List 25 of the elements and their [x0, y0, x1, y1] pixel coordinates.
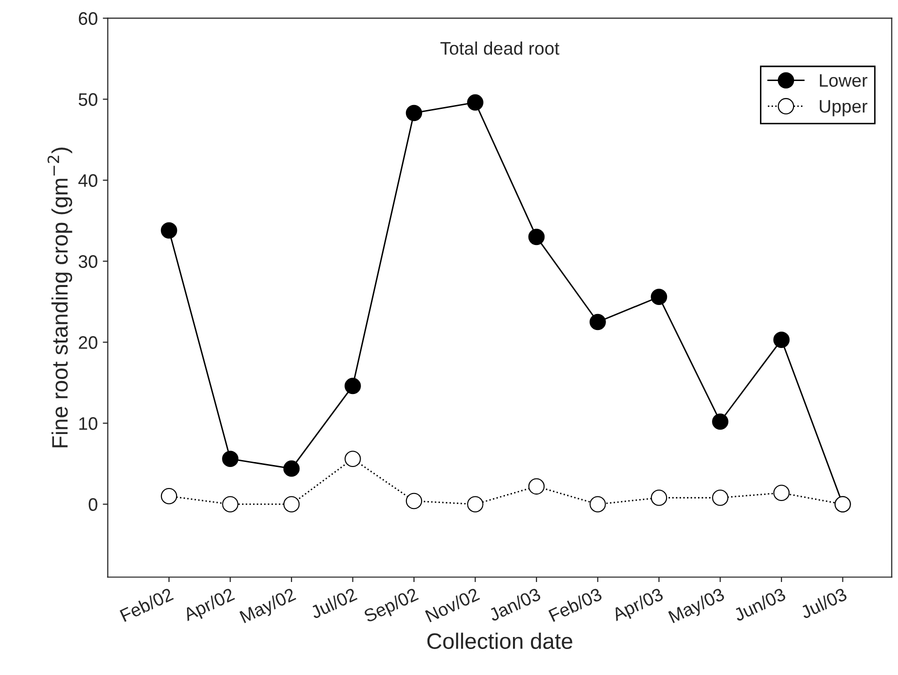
x-tick-label: Jul/03: [799, 587, 848, 620]
point: [590, 314, 606, 330]
y-tick-label: 50: [78, 93, 98, 106]
point: [283, 460, 300, 477]
point: [406, 104, 422, 122]
y-tick-label: 60: [78, 12, 98, 25]
y-tick-label: 20: [78, 336, 98, 349]
point: [712, 413, 728, 430]
point: [773, 332, 790, 348]
y-tick-label: 0: [88, 498, 98, 511]
point: [528, 228, 545, 246]
text: Total dead root: [440, 42, 560, 55]
point: [344, 378, 361, 394]
y-tick-label: 40: [78, 174, 98, 187]
point: [160, 222, 178, 239]
point: [650, 288, 668, 306]
legend-label: Upper: [820, 100, 868, 116]
y-tick-label: 30: [78, 255, 98, 268]
x-tick-label: Jul/02: [309, 587, 358, 620]
y-tick-label: 10: [79, 417, 98, 430]
legend-label: Lower: [820, 74, 868, 87]
y-axis-title: Fine root standing crop (gm$^{−2}$): [48, 148, 72, 448]
x-axis-title: Collection date: [427, 632, 572, 649]
point: [222, 450, 238, 468]
point: [467, 94, 484, 111]
